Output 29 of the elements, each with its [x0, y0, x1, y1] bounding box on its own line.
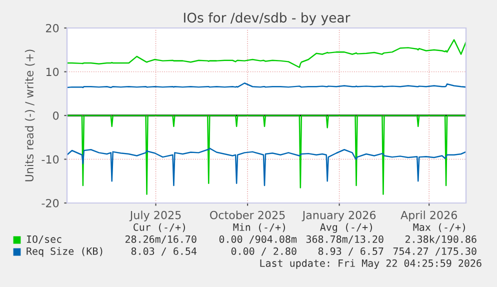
line-series [67, 39, 466, 68]
x-tick-label: October 2025 [210, 210, 285, 220]
legend-label: Req Size (KB) [26, 247, 102, 257]
text: 754.27 /175.30 [393, 247, 476, 256]
text: Max (-/+) [413, 223, 465, 232]
text: Avg (-/+) [320, 223, 372, 233]
y-tick-label: -10 [42, 155, 59, 164]
y-tick-label: 0 [53, 111, 59, 120]
text: 0.00 / 2.80 [231, 247, 296, 256]
text: 8.03 / 6.54 [131, 247, 197, 256]
y-tick-label: 20 [46, 24, 59, 32]
chart-title: IOs for /dev/sdb - by year [184, 12, 350, 26]
text: 368.78m/13.20 [306, 235, 384, 244]
text: 2.38k/190.86 [406, 235, 476, 244]
text: Cur (-/+) [134, 223, 185, 232]
text: Min (-/+) [233, 223, 285, 232]
line-series [67, 148, 466, 186]
line-series [67, 114, 466, 195]
legend-label: IO/sec [26, 235, 62, 244]
y-tick-label: 10 [46, 68, 59, 76]
text: 28.26m/16.70 [126, 235, 196, 244]
text: 0.00 /904.08m [219, 235, 297, 244]
x-tick-label: July 2025 [129, 210, 181, 222]
text: 8.93 / 6.57 [318, 247, 384, 256]
text: Last update: Fri May 22 04:25:59 2026 [260, 259, 482, 269]
y-tick-label: -20 [42, 198, 59, 208]
x-tick-label: April 2026 [400, 210, 457, 222]
y-axis-title: Units read (-) / write (+) [24, 50, 35, 182]
x-tick-label: January 2026 [302, 210, 376, 222]
